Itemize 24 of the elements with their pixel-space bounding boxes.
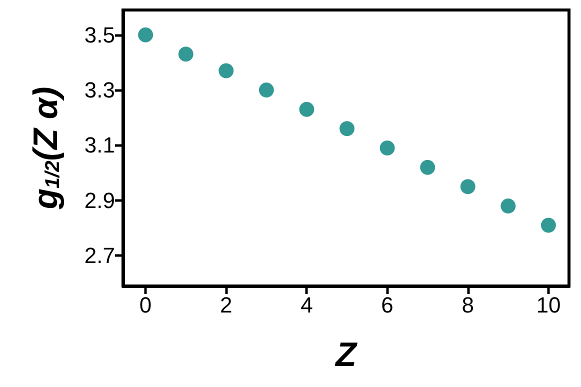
y-tick-label: 3.1: [84, 132, 115, 158]
x-tick-label: 8: [462, 292, 474, 318]
point: [420, 160, 436, 175]
point: [258, 82, 274, 98]
point: [178, 46, 194, 62]
point: [299, 102, 314, 117]
point: [460, 179, 476, 194]
point: [500, 198, 516, 214]
y-tick-label: 3.3: [84, 78, 115, 103]
point: [540, 218, 556, 233]
y-axis-title: g1/2(Z α): [27, 86, 65, 210]
x-tick-label: 4: [300, 292, 313, 318]
point: [340, 121, 355, 136]
x-axis-title: Z: [334, 336, 358, 374]
point: [138, 27, 154, 42]
x-tick-label: 0: [139, 292, 152, 318]
point: [380, 140, 395, 156]
y-tick-label: 2.7: [84, 243, 115, 268]
y-tick-label: 3.5: [84, 22, 115, 48]
x-tick-label: 10: [536, 292, 561, 318]
y-tick-label: 2.9: [84, 188, 115, 213]
point: [218, 63, 234, 78]
x-tick-label: 2: [220, 292, 232, 318]
x-tick-label: 6: [381, 292, 394, 318]
